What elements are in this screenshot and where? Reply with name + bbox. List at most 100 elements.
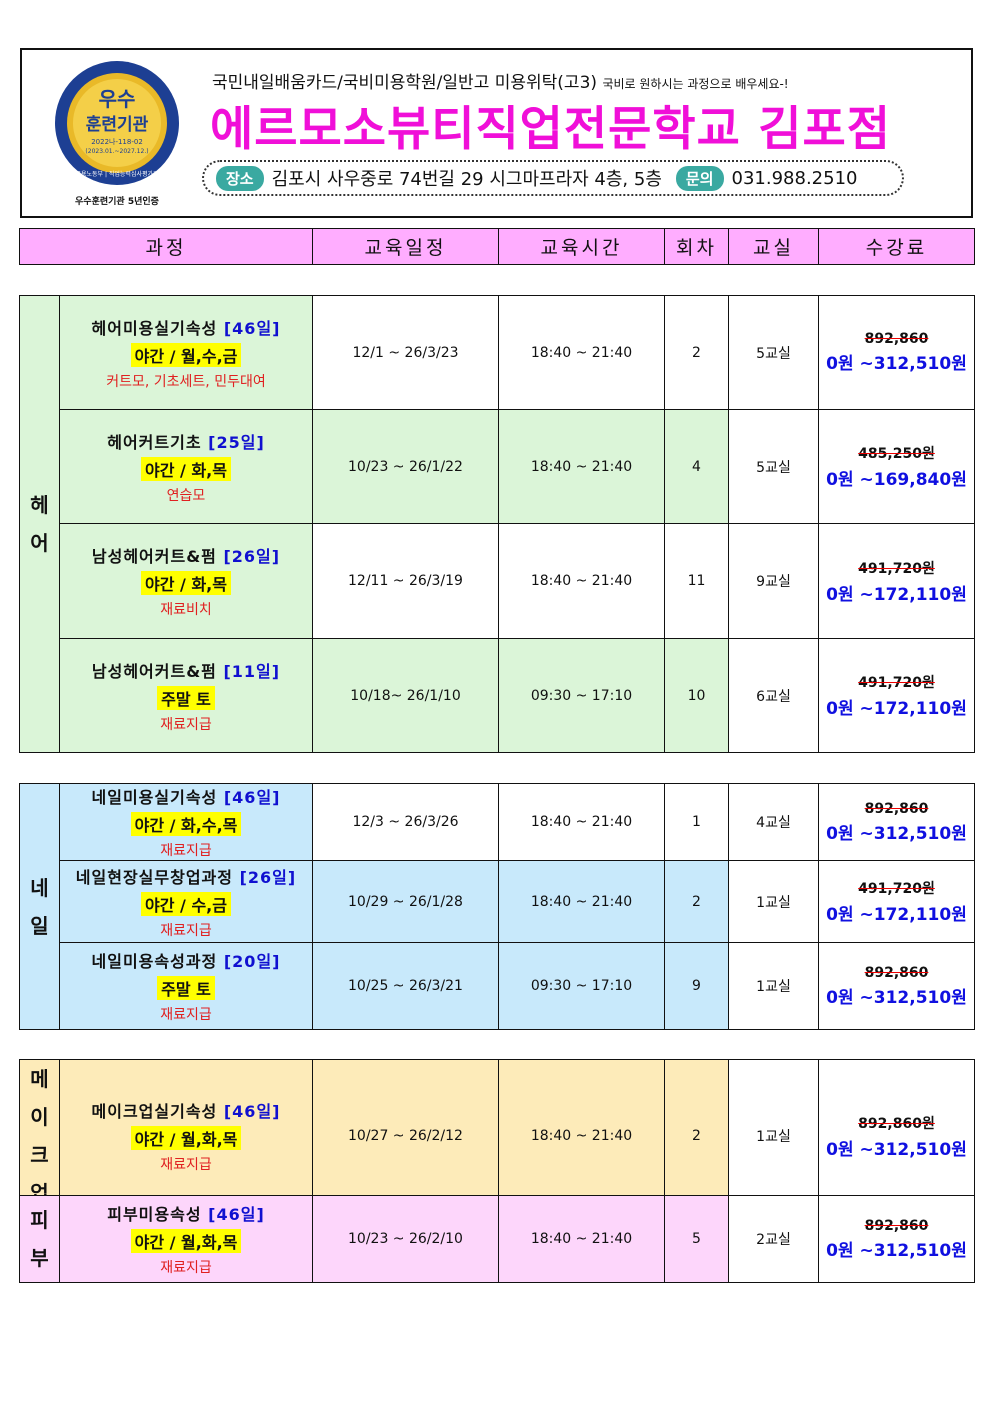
course-name: 헤어미용실기속성 — [91, 318, 218, 338]
course-row[interactable]: 남성헤어커트&펌 [11일] 주말 토 재료지급 10/18~ 26/1/10 … — [20, 638, 975, 753]
course-days: [25일] — [208, 432, 265, 452]
column-header: 교육시간 — [498, 228, 665, 265]
price-cell: 491,720원 0원 ~172,110원 — [818, 860, 975, 943]
price-cell: 485,250원 0원 ~169,840원 — [818, 409, 975, 524]
room-cell: 5교실 — [728, 295, 819, 410]
course-days: [46일] — [223, 1102, 281, 1121]
course-name: 피부미용속성 — [107, 1205, 202, 1224]
price-cell: 892,860 0원 ~312,510원 — [818, 295, 975, 410]
course-note: 재료비치 — [160, 602, 212, 618]
svg-text:우수훈련기관 5년인증: 우수훈련기관 5년인증 — [75, 195, 159, 207]
course-note: 커트모, 기초세트, 민두대여 — [106, 373, 266, 390]
course-cell: 네일현장실무창업과정 [26일] 야간 / 수,금 재료지급 — [59, 860, 313, 943]
course-note: 재료지급 — [160, 1007, 212, 1023]
time-cell: 18:40 ~ 21:40 — [498, 1059, 665, 1213]
dates-cell: 10/23 ~ 26/1/22 — [312, 409, 499, 524]
svg-text:고용노동부 | 직업능력심사평가원: 고용노동부 | 직업능력심사평가원 — [75, 170, 158, 178]
contact-info: 장소 김포시 사우중로 74번길 29 시그마프라자 4층, 5층 문의 031… — [202, 160, 904, 196]
school-title: 에르모소뷰티직업전문학교 김포점 — [210, 102, 891, 157]
room-cell: 4교실 — [728, 783, 819, 861]
original-price: 892,860 — [864, 331, 929, 347]
time-cell: 18:40 ~ 21:40 — [498, 409, 665, 524]
time-cell: 18:40 ~ 21:40 — [498, 295, 665, 410]
course-name: 네일미용실기속성 — [91, 788, 218, 807]
course-schedule: 야간 / 월,수,금 — [130, 342, 242, 367]
dates-cell: 10/25 ~ 26/3/21 — [312, 942, 499, 1030]
course-name: 메이크업실기속성 — [91, 1102, 218, 1121]
original-price: 491,720원 — [858, 881, 935, 897]
dates-cell: 10/18~ 26/1/10 — [312, 638, 499, 753]
session-cell: 2 — [664, 1059, 729, 1213]
course-row[interactable]: 남성헤어커트&펌 [26일] 야간 / 화,목 재료비치 12/11 ~ 26/… — [20, 523, 975, 639]
course-schedule: 야간 / 화,목 — [141, 456, 231, 481]
course-note: 재료지급 — [160, 1157, 212, 1173]
course-days: [46일] — [223, 318, 281, 338]
original-price: 892,860원 — [858, 1115, 935, 1132]
session-cell: 11 — [664, 523, 729, 639]
subtitle: 국민내일배움카드/국비미용학원/일반고 미용위탁(고3) 국비로 원하시는 과정… — [212, 73, 789, 93]
svg-text:훈련기관: 훈련기관 — [86, 114, 149, 135]
room-cell: 1교실 — [728, 1059, 819, 1213]
course-days: [11일] — [223, 661, 281, 681]
session-cell: 2 — [664, 860, 729, 943]
course-cell: 피부미용속성 [46일] 야간 / 월,화,목 재료지급 — [59, 1195, 313, 1283]
price-cell: 892,860 0원 ~312,510원 — [818, 942, 975, 1030]
dates-cell: 12/1 ~ 26/3/23 — [312, 295, 499, 410]
contact-label: 문의 — [675, 165, 724, 191]
banner: 우수 훈련기관 2022나-118-02 (2023.01.~2027.12.)… — [20, 48, 973, 218]
discount-price: 0원 ~312,510원 — [826, 987, 967, 1008]
time-cell: 18:40 ~ 21:40 — [498, 523, 665, 639]
dates-cell: 10/23 ~ 26/2/10 — [312, 1195, 499, 1283]
course-cell: 메이크업실기속성 [46일] 야간 / 월,화,목 재료지급 — [59, 1059, 313, 1213]
time-cell: 18:40 ~ 21:40 — [498, 783, 665, 861]
course-name: 네일현장실무창업과정 — [75, 867, 233, 887]
session-cell: 4 — [664, 409, 729, 524]
course-name: 네일미용속성과정 — [91, 952, 218, 971]
session-cell: 10 — [664, 638, 729, 753]
room-cell: 5교실 — [728, 409, 819, 524]
course-name: 남성헤어커트&펌 — [91, 661, 217, 681]
dates-cell: 10/27 ~ 26/2/12 — [312, 1059, 499, 1213]
discount-price: 0원 ~312,510원 — [826, 1139, 967, 1160]
course-schedule: 주말 토 — [157, 976, 215, 1000]
discount-price: 0원 ~172,110원 — [826, 905, 967, 925]
price-cell: 491,720원 0원 ~172,110원 — [818, 638, 975, 753]
column-header: 회차 — [664, 228, 729, 265]
svg-text:우수: 우수 — [99, 87, 136, 111]
phone-number: 031.988.2510 — [731, 167, 858, 189]
column-header: 과정 — [19, 228, 313, 265]
course-row[interactable]: 헤어커트기초 [25일] 야간 / 화,목 연습모 10/23 ~ 26/1/2… — [20, 409, 975, 524]
dates-cell: 12/3 ~ 26/3/26 — [312, 783, 499, 861]
time-cell: 18:40 ~ 21:40 — [498, 860, 665, 943]
course-days: [26일] — [239, 867, 297, 887]
session-cell: 5 — [664, 1195, 729, 1283]
course-row[interactable]: 네일현장실무창업과정 [26일] 야간 / 수,금 재료지급 10/29 ~ 2… — [20, 860, 975, 943]
course-days: [20일] — [223, 952, 281, 971]
discount-price: 0원 ~312,510원 — [826, 823, 967, 844]
course-cell: 남성헤어커트&펌 [11일] 주말 토 재료지급 — [59, 638, 313, 753]
course-row[interactable]: 네일미용속성과정 [20일] 주말 토 재료지급 10/25 ~ 26/3/21… — [20, 942, 975, 1030]
room-cell: 1교실 — [728, 860, 819, 943]
original-price: 892,860 — [864, 964, 929, 981]
course-note: 재료지급 — [160, 716, 212, 733]
course-cell: 헤어미용실기속성 [46일] 야간 / 월,수,금 커트모, 기초세트, 민두대… — [59, 295, 313, 410]
original-price: 491,720원 — [858, 560, 935, 577]
svg-text:2022나-118-02: 2022나-118-02 — [91, 137, 143, 146]
course-cell: 네일미용실기속성 [46일] 야간 / 화,수,목 재료지급 — [59, 783, 313, 861]
discount-price: 0원 ~169,840원 — [826, 470, 967, 490]
course-name: 헤어커트기초 — [107, 432, 202, 452]
column-header: 수강료 — [818, 228, 975, 265]
